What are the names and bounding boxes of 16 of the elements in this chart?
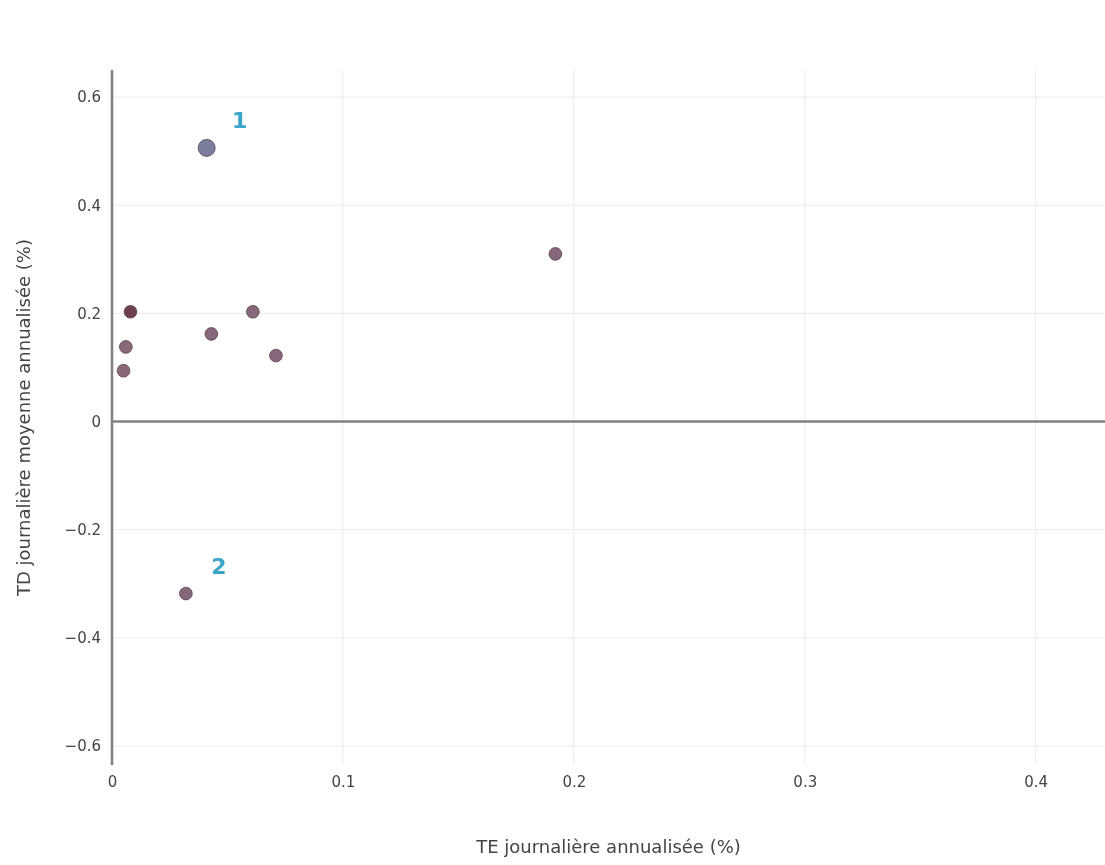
x-tick-label: 0.1 [331, 772, 356, 791]
y-tick-label: 0.2 [77, 304, 101, 323]
y-tick-label: −0.6 [64, 737, 101, 756]
x-tick-label: 0.3 [793, 772, 818, 791]
x-tick-label: 0.2 [562, 772, 587, 791]
y-axis-title: TD journalière moyenne annualisée (%) [13, 239, 34, 597]
x-axis-title: TE journalière annualisée (%) [475, 836, 741, 857]
x-tick-label: 0.4 [1024, 772, 1049, 791]
x-tick-label: 0 [107, 772, 118, 791]
y-tick-label: 0.6 [77, 88, 101, 107]
annotation: 2 [211, 553, 227, 579]
y-tick-label: 0.4 [77, 196, 101, 215]
annotation: 1 [232, 107, 248, 133]
y-tick-label: 0 [91, 412, 101, 431]
y-tick-label: −0.4 [64, 629, 101, 648]
y-tick-label: −0.2 [64, 521, 101, 540]
